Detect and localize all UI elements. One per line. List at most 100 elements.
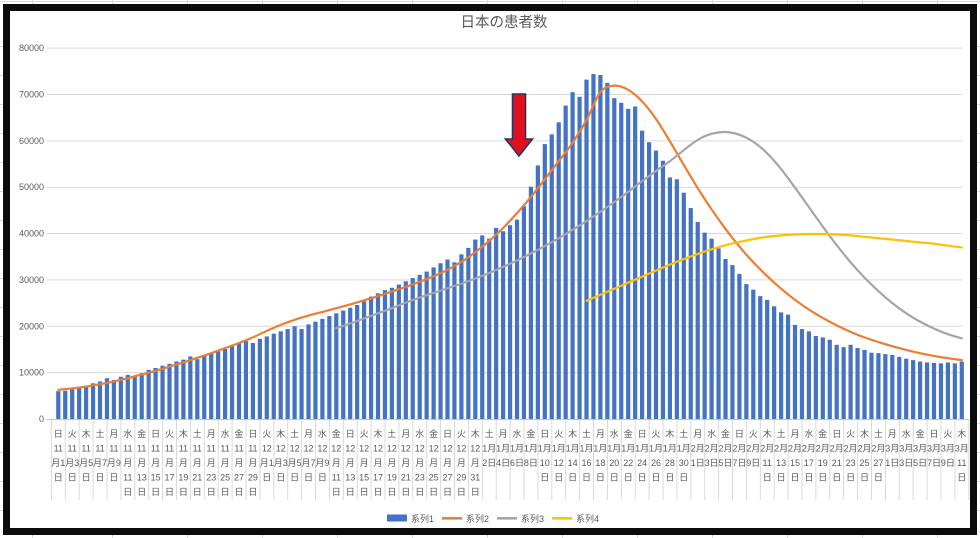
bar[interactable] [118, 376, 123, 419]
bar[interactable] [313, 321, 318, 419]
bar[interactable] [70, 388, 75, 419]
bar[interactable] [938, 363, 944, 419]
bar[interactable] [751, 289, 756, 419]
bar[interactable] [306, 324, 311, 419]
bar[interactable] [424, 271, 429, 419]
legend[interactable]: 系列1 系列2 系列3 系列4 [387, 513, 599, 524]
bar[interactable] [90, 383, 96, 419]
bar[interactable] [799, 329, 805, 419]
bar[interactable] [97, 381, 103, 419]
bar[interactable] [758, 296, 763, 419]
bar[interactable] [494, 227, 499, 419]
bar[interactable] [264, 336, 269, 419]
bar[interactable] [653, 150, 659, 419]
bar[interactable] [744, 284, 749, 419]
bar[interactable] [702, 232, 707, 419]
bar[interactable] [737, 273, 742, 419]
bar[interactable] [320, 318, 325, 419]
bar[interactable] [556, 122, 561, 419]
line-series[interactable] [57, 84, 963, 391]
bar[interactable] [355, 304, 360, 419]
bar[interactable] [584, 79, 589, 420]
bar[interactable] [931, 362, 937, 419]
bar[interactable] [626, 108, 631, 420]
bar[interactable] [959, 361, 964, 419]
bar[interactable] [431, 267, 436, 419]
bar[interactable] [945, 362, 950, 419]
bar[interactable] [209, 353, 214, 419]
bar[interactable] [202, 355, 207, 419]
bar[interactable] [501, 231, 506, 419]
bar[interactable] [862, 349, 867, 419]
bar[interactable] [667, 177, 672, 419]
bar[interactable] [132, 375, 137, 419]
bar[interactable] [772, 306, 777, 419]
bar[interactable] [84, 386, 89, 419]
bar[interactable] [528, 186, 533, 419]
bar[interactable] [765, 299, 770, 419]
bar[interactable] [285, 329, 290, 419]
bar[interactable] [389, 287, 394, 419]
bar[interactable] [146, 369, 151, 419]
bar[interactable] [514, 219, 520, 419]
bar[interactable] [730, 265, 735, 419]
bar[interactable] [605, 82, 610, 419]
bar[interactable] [125, 374, 130, 419]
bar[interactable] [897, 356, 902, 419]
bar[interactable] [56, 391, 61, 419]
chart-frame[interactable]: 0 10000 20000 30000 40000 50000 60000 70000 8000… [3, 4, 977, 535]
bar[interactable] [577, 96, 582, 419]
bar[interactable] [848, 344, 853, 419]
bar[interactable] [236, 343, 242, 419]
bar[interactable] [792, 324, 798, 419]
bar[interactable] [382, 290, 388, 419]
bar[interactable] [674, 179, 679, 419]
bar[interactable] [334, 313, 339, 419]
bar[interactable] [153, 368, 158, 419]
bar[interactable] [181, 359, 186, 419]
bar[interactable] [883, 354, 888, 419]
bar[interactable] [681, 192, 686, 419]
series3-line[interactable] [335, 130, 963, 340]
bar[interactable] [855, 348, 860, 419]
bar[interactable] [716, 248, 721, 419]
bar[interactable] [368, 296, 374, 419]
series1-bars[interactable] [56, 74, 964, 420]
bar[interactable] [646, 142, 652, 419]
bar[interactable] [723, 259, 728, 419]
bar[interactable] [410, 278, 415, 419]
bar[interactable] [904, 358, 909, 419]
bar[interactable] [257, 338, 262, 419]
bar[interactable] [452, 262, 457, 419]
bar[interactable] [396, 284, 401, 419]
bar[interactable] [167, 363, 172, 419]
bar[interactable] [362, 301, 367, 419]
plot-area[interactable]: 0 10000 20000 30000 40000 50000 60000 70000 8000… [10, 11, 970, 528]
bar[interactable] [813, 336, 818, 419]
bar[interactable] [466, 247, 471, 419]
bar[interactable] [160, 365, 165, 419]
bar[interactable] [785, 314, 791, 419]
bar[interactable] [139, 373, 144, 419]
bar[interactable] [445, 259, 450, 419]
bar[interactable] [695, 221, 700, 419]
bar[interactable] [104, 378, 110, 419]
bar[interactable] [779, 312, 784, 419]
bar[interactable] [660, 160, 666, 420]
series2-line[interactable] [57, 84, 963, 391]
bar[interactable] [417, 274, 422, 419]
bar[interactable] [911, 360, 916, 419]
bar[interactable] [591, 74, 596, 420]
bar[interactable] [174, 361, 179, 419]
bar[interactable] [438, 263, 443, 419]
bar[interactable] [633, 106, 638, 419]
bar[interactable] [348, 307, 353, 419]
bar[interactable] [869, 352, 874, 419]
bar[interactable] [952, 363, 957, 419]
bar[interactable] [612, 98, 617, 419]
bar[interactable] [403, 281, 408, 419]
bar[interactable] [834, 344, 839, 419]
bar[interactable] [549, 134, 554, 420]
bar[interactable] [243, 341, 249, 419]
bar[interactable] [890, 355, 895, 419]
